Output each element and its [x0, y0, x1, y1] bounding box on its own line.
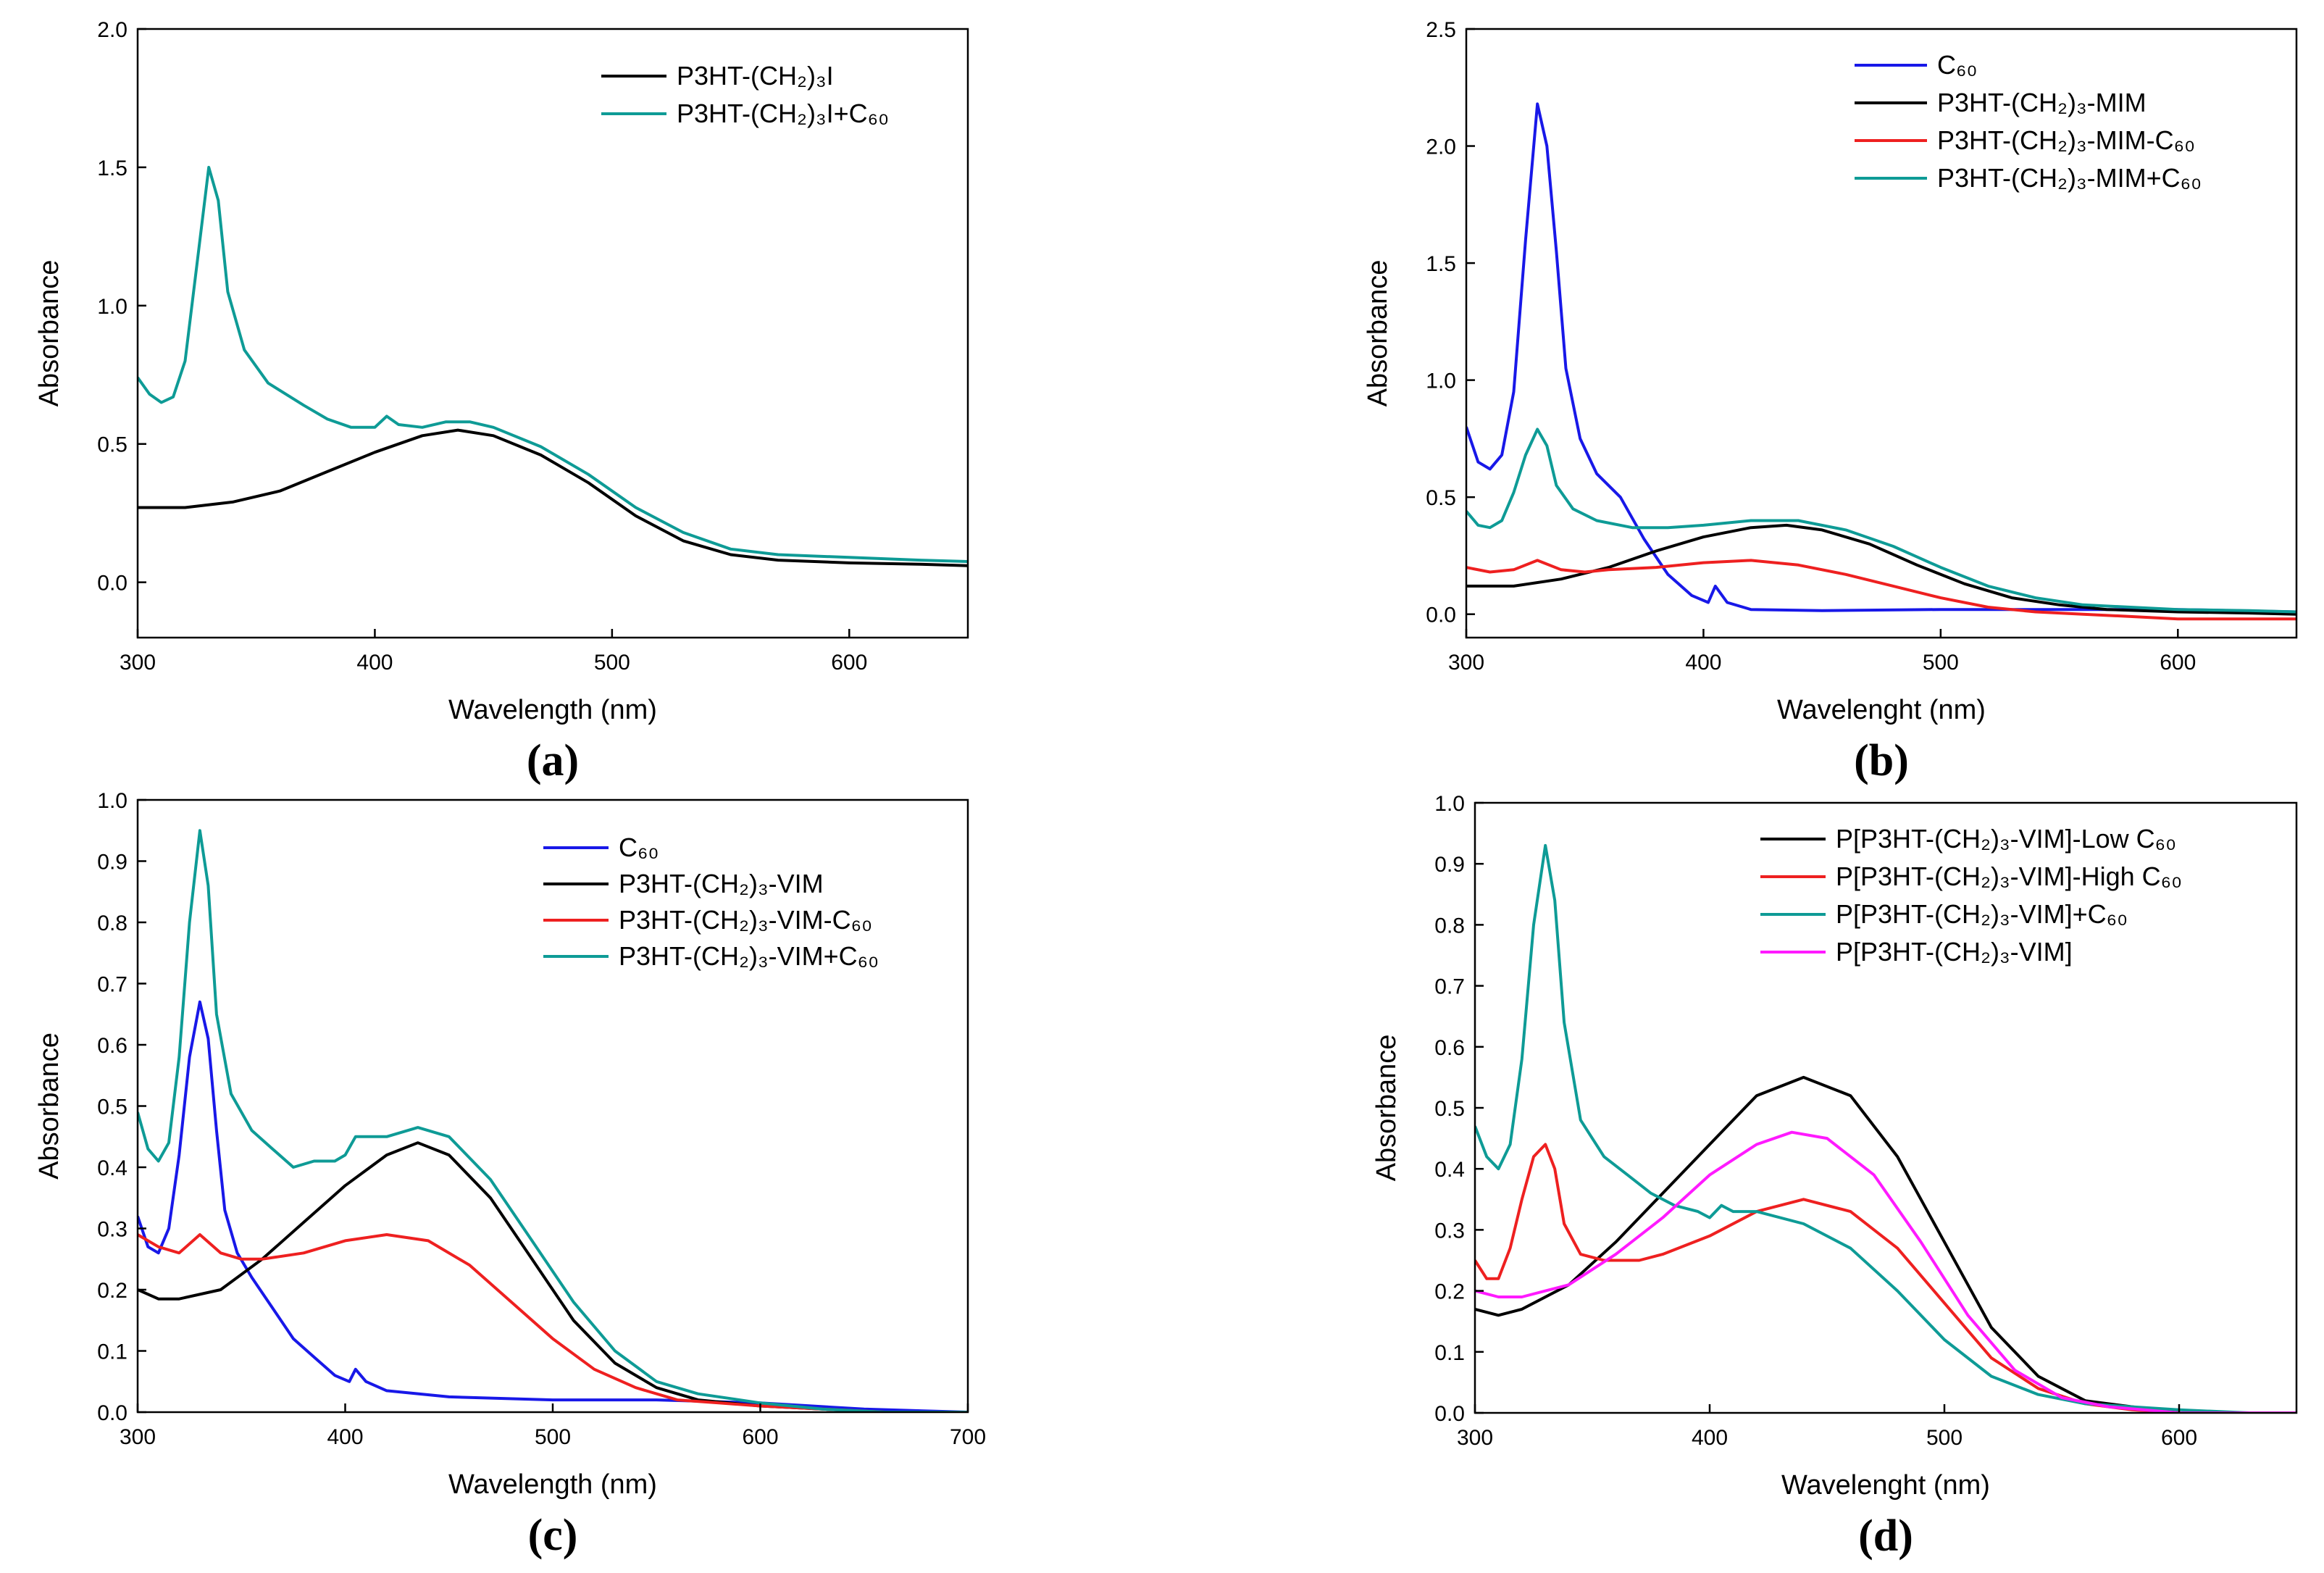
panel-a-ytick-label: 2.0 [97, 18, 128, 42]
panel-a-ytick-label: 0.0 [97, 572, 128, 596]
panel-b-legend-label-4: P3HT-(CH₂)₃-MIM+C₆₀ [1937, 163, 2202, 193]
panel-c-ytick-label: 0.5 [97, 1096, 128, 1119]
panel-d-xtick-label: 500 [1926, 1426, 1963, 1450]
panel-c-ytick-label: 0.4 [97, 1156, 128, 1180]
panel-a-xtick-label: 500 [594, 651, 630, 675]
panel-a-xtick-label: 400 [356, 651, 393, 675]
panel-c-ytick-label: 0.9 [97, 851, 128, 875]
panel-b-ytick-label: 2.5 [1426, 18, 1456, 42]
panel-c-xtick-label: 500 [535, 1425, 571, 1449]
panel-b-series-2-line [1466, 523, 2296, 616]
panel-a-x-axis-title: Wavelength (nm) [448, 695, 657, 725]
panel-d-legend-label-3: P[P3HT-(CH₂)₃-VIM]+C₆₀ [1836, 899, 2128, 929]
panel-b-x-axis-title: Wavelenght (nm) [1777, 695, 1986, 725]
panel-c-x-axis-title: Wavelength (nm) [448, 1469, 657, 1500]
panel-d-legend-label-4: P[P3HT-(CH₂)₃-VIM] [1836, 937, 2073, 967]
panel-c-ytick-label: 0.7 [97, 973, 128, 997]
panel-b-xtick-label: 300 [1448, 651, 1484, 675]
panel-d-ytick-label: 0.3 [1434, 1219, 1465, 1243]
panel-d-series-3-line [1475, 843, 2296, 1413]
panel-c-series-2-line [138, 1141, 968, 1412]
panel-d-ytick-label: 0.4 [1434, 1158, 1465, 1182]
panel-c-legend-label-4: P3HT-(CH₂)₃-VIM+C₆₀ [619, 941, 879, 971]
panel-c-series-4-line [138, 829, 968, 1412]
panel-c-xtick-label: 300 [120, 1425, 156, 1449]
panel-d-plot-frame [1474, 801, 2298, 1414]
panel-d-legend-label-2: P[P3HT-(CH₂)₃-VIM]-High C₆₀ [1836, 861, 2182, 891]
panel-a-xtick-label: 300 [120, 651, 156, 675]
panel-d-ytick-label: 0.8 [1434, 914, 1465, 938]
panel-a-ytick-label: 1.0 [97, 295, 128, 319]
panel-c-xtick-label: 400 [327, 1425, 363, 1449]
panel-c-ytick-label: 0.2 [97, 1279, 128, 1303]
panel-d-ytick-label: 0.0 [1434, 1402, 1465, 1426]
panel-b-series-4-line [1466, 427, 2296, 614]
panel-c-xtick-label: 700 [950, 1425, 986, 1449]
panel-b-xtick-label: 500 [1923, 651, 1959, 675]
panel-a-ytick-label: 0.5 [97, 433, 128, 457]
panel-d-xtick-label: 600 [2161, 1426, 2197, 1450]
panel-d-series-4-line [1475, 1130, 2296, 1413]
panel-b-series-3-line [1466, 559, 2296, 621]
panel-a-ytick-label: 1.5 [97, 157, 128, 180]
panel-b-xtick-label: 600 [2160, 651, 2196, 675]
panel-a-series-1-line [138, 428, 968, 567]
panel-a-legend-label-1: P3HT-(CH₂)₃I [677, 61, 834, 91]
panel-b-ytick-label: 2.0 [1426, 135, 1456, 159]
panel-c-ytick-label: 0.8 [97, 911, 128, 935]
panel-c-series-3-line [138, 1233, 968, 1412]
panel-a-plot-frame [136, 28, 969, 639]
panel-d-y-axis-title: Absorbance [1371, 1035, 1402, 1182]
panel-c-plot-frame [136, 798, 969, 1414]
panel-c-legend-label-2: P3HT-(CH₂)₃-VIM [619, 869, 824, 898]
panel-d-ytick-label: 0.6 [1434, 1036, 1465, 1060]
panel-d-ytick-label: 0.2 [1434, 1280, 1465, 1304]
panel-b-xtick-label: 400 [1685, 651, 1721, 675]
panel-c: 300 400 500 600 700 0.0 0.1 0.2 0.3 0.4 0.5 0.6 0.7 0… [34, 789, 986, 1560]
panel-c-ytick-label: 1.0 [97, 789, 128, 813]
panel-c-label: (c) [528, 1511, 578, 1560]
panel-d-label: (d) [1858, 1511, 1913, 1561]
panel-d-legend-label-1: P[P3HT-(CH₂)₃-VIM]-Low C₆₀ [1836, 824, 2176, 854]
panel-a-xtick-label: 600 [831, 651, 867, 675]
panel-d-ytick-label: 0.9 [1434, 853, 1465, 877]
panel-d: 300 400 500 600 0.0 0.1 0.2 0.3 0.4 0.5 0.6 0.7 0.8 0… [1371, 792, 2298, 1561]
panel-d-ytick-label: 0.5 [1434, 1097, 1465, 1121]
panel-c-xtick-label: 600 [742, 1425, 778, 1449]
panel-c-y-axis-title: Absorbance [34, 1032, 64, 1180]
panel-a-label: (a) [527, 736, 579, 785]
panel-c-legend-label-1: C₆₀ [619, 833, 659, 862]
panel-b-plot-frame [1465, 28, 2298, 639]
panel-b-legend-label-3: P3HT-(CH₂)₃-MIM-C₆₀ [1937, 125, 2195, 155]
panel-b-y-axis-title: Absorbance [1363, 260, 1393, 407]
panel-d-ytick-label: 0.1 [1434, 1341, 1465, 1365]
panel-c-ytick-label: 0.3 [97, 1218, 128, 1242]
panel-d-x-axis-title: Wavelenght (nm) [1781, 1470, 1990, 1501]
panel-d-xtick-label: 300 [1457, 1426, 1493, 1450]
panel-b: 300 400 500 600 0.0 0.5 1.0 1.5 2.0 2.5 Wavelenght… [1363, 18, 2298, 785]
panel-d-ytick-label: 1.0 [1434, 792, 1465, 816]
panel-b-ytick-label: 0.0 [1426, 604, 1456, 627]
panel-c-legend-label-3: P3HT-(CH₂)₃-VIM-C₆₀ [619, 905, 872, 935]
panel-b-ytick-label: 0.5 [1426, 486, 1456, 510]
panel-a-legend-label-2: P3HT-(CH₂)₃I+C₆₀ [677, 99, 889, 128]
panel-b-series-1-line [1466, 102, 2296, 614]
panel-b-label: (b) [1854, 736, 1909, 785]
panel-a-y-axis-title: Absorbance [34, 260, 64, 407]
panel-b-ytick-label: 1.0 [1426, 370, 1456, 393]
panel-d-ytick-label: 0.7 [1434, 975, 1465, 999]
panel-c-ytick-label: 0.1 [97, 1340, 128, 1364]
panel-c-ytick-label: 0.0 [97, 1401, 128, 1425]
panel-a-series-2-line [138, 165, 968, 563]
panel-b-legend-label-1: C₆₀ [1937, 50, 1977, 80]
panel-d-series-1-line [1475, 1075, 2296, 1413]
panel-b-ytick-label: 1.5 [1426, 252, 1456, 276]
panel-d-xtick-label: 400 [1692, 1426, 1728, 1450]
panel-c-ytick-label: 0.6 [97, 1034, 128, 1058]
panel-b-legend-label-2: P3HT-(CH₂)₃-MIM [1937, 88, 2147, 117]
panel-a: 300 400 500 600 0.0 0.5 1.0 1.5 2.0 Wavelength (n… [34, 18, 969, 785]
panel-c-series-1-line [138, 1000, 968, 1412]
